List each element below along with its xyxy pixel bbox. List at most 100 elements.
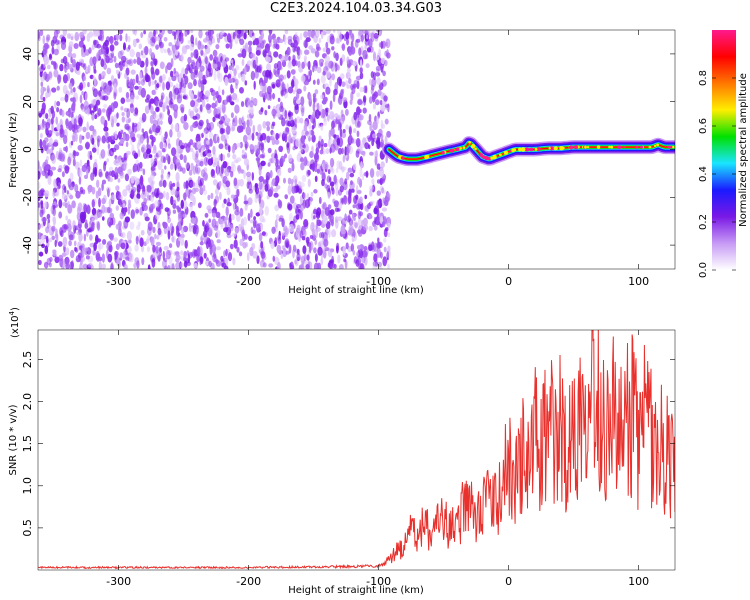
noise-speck (56, 85, 60, 91)
noise-speck (225, 43, 230, 49)
noise-speck (44, 245, 49, 255)
noise-speck (62, 30, 67, 37)
noise-speck (301, 175, 307, 183)
noise-speck (141, 191, 146, 200)
noise-speck (268, 30, 273, 35)
noise-speck (216, 166, 219, 176)
noise-speck (98, 91, 102, 97)
noise-speck (122, 251, 127, 260)
noise-speck (384, 118, 389, 125)
noise-speck (289, 212, 293, 223)
noise-speck (323, 238, 329, 247)
noise-speck (262, 49, 267, 57)
noise-speck (364, 251, 368, 258)
noise-speck (98, 73, 102, 81)
noise-speck (312, 79, 316, 85)
noise-speck (252, 251, 258, 259)
noise-speck (368, 113, 372, 123)
noise-speck (327, 169, 331, 175)
noise-speck (373, 207, 378, 215)
noise-speck (60, 230, 64, 238)
noise-speck (325, 70, 331, 79)
noise-speck (305, 37, 311, 43)
noise-speck (129, 104, 135, 114)
noise-speck (201, 98, 206, 108)
noise-speck (249, 144, 254, 150)
noise-speck (225, 180, 231, 188)
noise-speck (352, 204, 357, 209)
noise-speck (287, 134, 292, 145)
noise-speck (241, 48, 247, 59)
noise-speck (221, 89, 225, 96)
noise-speck (87, 228, 92, 233)
noise-speck (128, 117, 131, 123)
noise-speck (316, 78, 320, 86)
noise-speck (140, 87, 146, 98)
noise-speck (91, 44, 95, 51)
noise-speck (355, 38, 361, 43)
noise-speck (224, 168, 230, 177)
noise-speck (122, 189, 128, 197)
noise-speck (152, 89, 157, 96)
noise-speck (320, 62, 324, 67)
noise-speck (291, 58, 297, 67)
noise-speck (320, 138, 324, 147)
noise-speck (71, 124, 76, 133)
noise-speck (58, 211, 63, 219)
noise-speck (74, 132, 78, 142)
noise-speck (38, 241, 41, 247)
noise-speck (213, 252, 217, 259)
noise-speck (252, 219, 257, 229)
noise-speck (188, 179, 194, 188)
noise-speck (183, 154, 187, 164)
noise-speck (286, 145, 291, 154)
noise-speck (284, 35, 287, 46)
noise-speck (362, 49, 368, 60)
noise-speck (200, 50, 204, 56)
noise-speck (299, 182, 305, 188)
noise-speck (370, 200, 375, 205)
noise-speck (68, 41, 74, 48)
noise-speck (222, 99, 228, 105)
noise-speck (226, 186, 231, 196)
noise-speck (383, 199, 389, 207)
noise-speck (261, 92, 267, 99)
noise-speck (127, 35, 131, 43)
noise-speck (369, 123, 373, 132)
noise-speck (254, 38, 259, 46)
noise-speck (312, 65, 315, 73)
noise-speck (239, 141, 243, 149)
noise-speck (326, 184, 331, 193)
noise-speck (309, 94, 312, 103)
noise-speck (176, 94, 182, 104)
noise-speck (231, 214, 235, 221)
noise-speck (379, 251, 383, 259)
noise-speck (65, 247, 70, 256)
noise-speck (101, 197, 106, 205)
noise-speck (128, 44, 131, 50)
noise-speck (349, 99, 353, 105)
x-tick-label: -100 (366, 575, 391, 588)
noise-speck (79, 159, 83, 167)
noise-speck (329, 77, 332, 87)
noise-speck (136, 163, 140, 173)
noise-speck (343, 195, 348, 205)
noise-speck (286, 241, 289, 249)
noise-speck (221, 59, 227, 68)
noise-speck (341, 198, 344, 204)
noise-speck (163, 257, 168, 263)
noise-speck (295, 214, 300, 220)
noise-speck (372, 51, 377, 62)
signal-peak (512, 148, 517, 152)
noise-speck (314, 159, 318, 168)
noise-speck (177, 131, 181, 139)
noise-speck (59, 63, 64, 72)
noise-speck (117, 166, 123, 175)
noise-speck (108, 240, 112, 246)
noise-speck (380, 119, 384, 130)
noise-speck (72, 135, 76, 143)
noise-speck (260, 182, 265, 193)
noise-speck (95, 30, 100, 37)
noise-speck (381, 207, 388, 212)
noise-speck (189, 147, 194, 153)
